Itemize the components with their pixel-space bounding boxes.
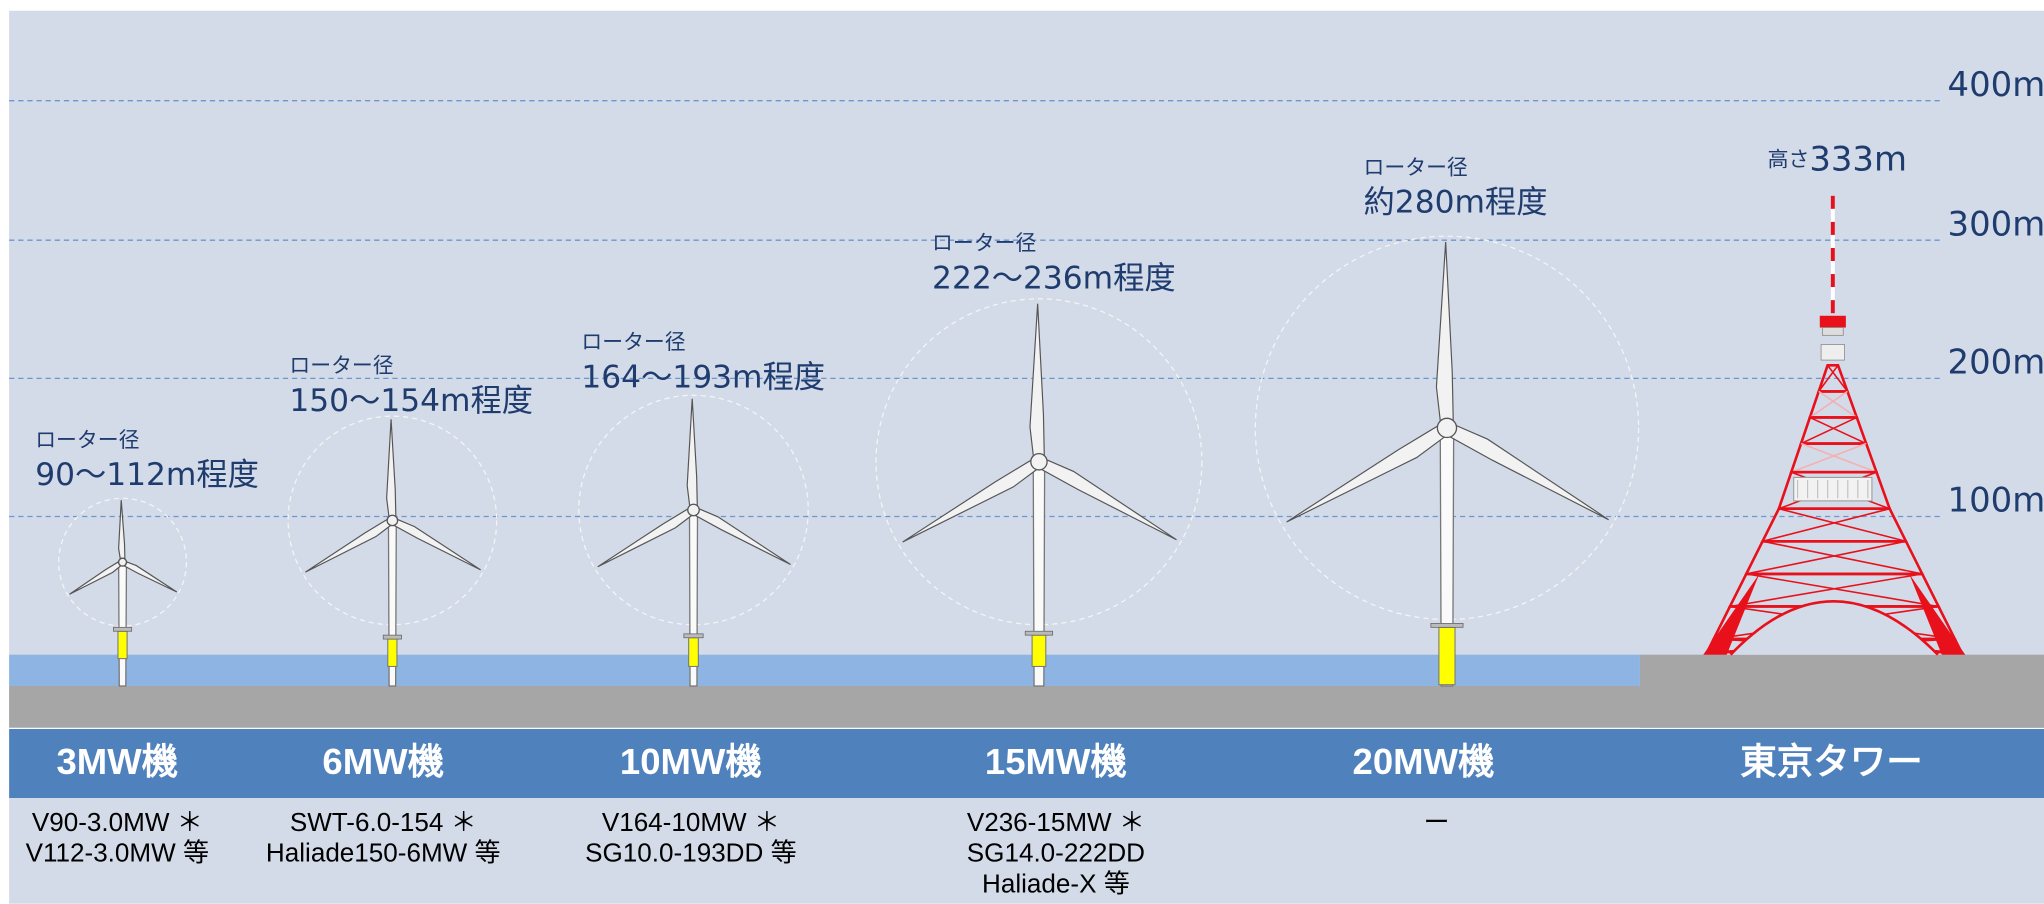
column-name: 20MW機 xyxy=(1353,741,1495,782)
height-label: 300m xyxy=(1948,204,2044,243)
rotor-size: 150〜154m程度 xyxy=(289,383,533,419)
sea xyxy=(9,655,1640,686)
rotor-size: 90〜112m程度 xyxy=(35,457,259,493)
rotor-label: ローター径 xyxy=(35,428,139,452)
infographic: 400m 300m 200m 100m ローター径 90〜112m程度 3MW機 V90-3.… xyxy=(0,0,2044,904)
column-name: 東京タワー xyxy=(1740,741,1923,782)
hub xyxy=(119,558,127,566)
platform xyxy=(684,634,703,638)
antenna xyxy=(1831,300,1835,313)
model-name: SG10.0-193DD 等 xyxy=(585,838,797,868)
model-name: SWT-6.0-154 ＊ xyxy=(290,807,477,837)
land xyxy=(1640,655,2044,728)
transition-piece xyxy=(1032,635,1046,666)
main-observatory xyxy=(1794,477,1872,500)
model-name: V90-3.0MW ＊ xyxy=(32,807,203,837)
model-name: V236-15MW ＊ xyxy=(967,807,1145,837)
rotor-label: ローター径 xyxy=(581,330,685,354)
rotor-size: 222〜236m程度 xyxy=(932,260,1176,296)
platform xyxy=(383,635,401,639)
height-label: 高さ xyxy=(1768,148,1810,172)
model-name: Haliade-X 等 xyxy=(982,868,1130,898)
model-name: SG14.0-222DD xyxy=(967,838,1145,868)
hub xyxy=(1031,454,1047,470)
antenna xyxy=(1831,261,1835,274)
rotor-label: ローター径 xyxy=(1364,155,1468,179)
antenna xyxy=(1831,196,1835,209)
hub xyxy=(387,515,397,525)
platform xyxy=(1431,623,1463,627)
rotor-label: ローター径 xyxy=(932,231,1036,255)
antenna xyxy=(1831,222,1835,235)
top-deck xyxy=(1820,316,1846,328)
antenna xyxy=(1831,248,1835,261)
column-name: 10MW機 xyxy=(620,741,762,782)
antenna xyxy=(1831,287,1835,300)
tower xyxy=(119,562,127,686)
rotor-label: ローター径 xyxy=(289,354,393,378)
hub xyxy=(688,504,699,515)
model-name: V164-10MW ＊ xyxy=(602,807,780,837)
column-name: 3MW機 xyxy=(56,741,178,782)
transition-piece xyxy=(118,631,127,658)
antenna xyxy=(1831,235,1835,248)
rotor-size: 164〜193m程度 xyxy=(581,359,825,395)
platform xyxy=(1025,631,1052,635)
platform xyxy=(113,627,131,631)
top-deck xyxy=(1822,328,1843,336)
model-name: V112-3.0MW 等 xyxy=(26,838,209,868)
model-name: Haliade150-6MW 等 xyxy=(266,838,501,868)
column-name: 15MW機 xyxy=(985,741,1127,782)
transition-piece xyxy=(689,638,699,667)
height-label: 100m xyxy=(1948,481,2044,520)
transition-piece xyxy=(1439,627,1455,684)
height-label: 400m xyxy=(1948,65,2044,104)
model-name: ー xyxy=(1424,807,1450,837)
top-observatory xyxy=(1821,344,1844,360)
rotor-size: 約280m程度 xyxy=(1364,185,1548,221)
transition-piece xyxy=(388,639,397,666)
height-value: 333m xyxy=(1809,139,1907,178)
antenna xyxy=(1831,274,1835,287)
hub xyxy=(1437,418,1456,437)
height-label: 200m xyxy=(1948,343,2044,382)
antenna xyxy=(1831,209,1835,222)
column-name: 6MW機 xyxy=(322,741,444,782)
